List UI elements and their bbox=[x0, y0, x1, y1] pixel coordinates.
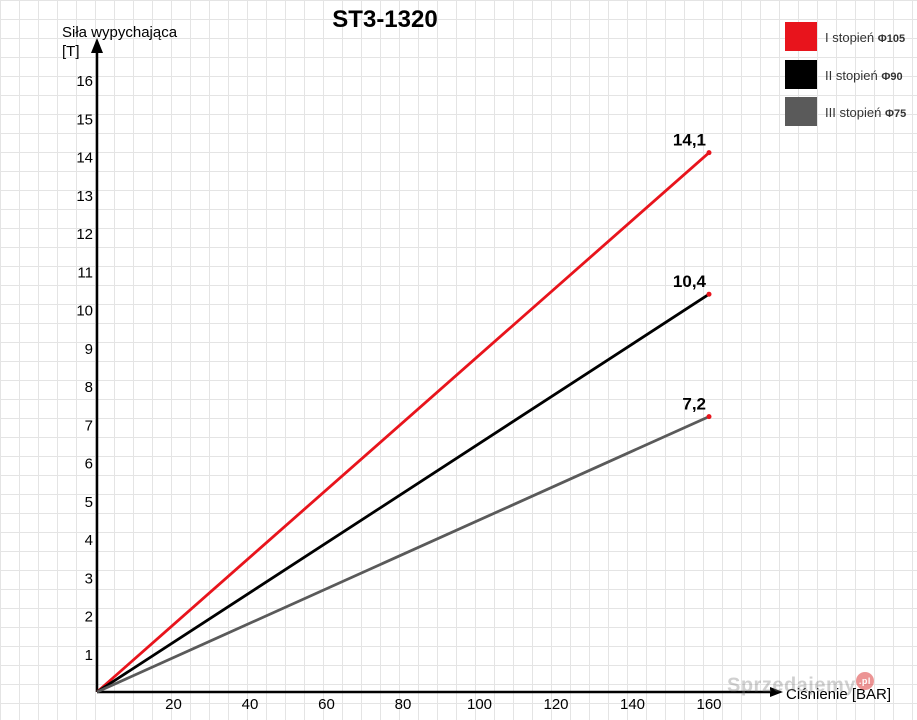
legend-name-3: III stopień bbox=[825, 105, 882, 120]
legend-item-3: III stopień Φ75 bbox=[785, 97, 917, 127]
x-tick-label: 140 bbox=[620, 696, 645, 713]
y-tick-label: 13 bbox=[76, 188, 93, 205]
x-axis-arrow bbox=[770, 687, 783, 697]
y-tick-label: 2 bbox=[85, 609, 93, 626]
y-axis-label-line1: Siła wypychająca bbox=[62, 24, 178, 41]
legend-item-1: I stopień Φ105 bbox=[785, 22, 917, 52]
y-tick-label: 6 bbox=[85, 456, 93, 473]
y-tick-label: 14 bbox=[76, 150, 93, 167]
x-tick-label: 60 bbox=[318, 696, 335, 713]
x-tick-label: 20 bbox=[165, 696, 182, 713]
series-line-3 bbox=[96, 415, 710, 694]
y-tick-label: 15 bbox=[76, 111, 93, 128]
series-endpoint-3 bbox=[706, 414, 712, 420]
x-tick-label: 120 bbox=[543, 696, 568, 713]
y-axis-label-line2: [T] bbox=[62, 43, 80, 60]
y-tick-label: 16 bbox=[76, 73, 93, 90]
watermark-badge: .pl bbox=[855, 672, 874, 690]
y-tick-label: 1 bbox=[85, 647, 93, 664]
legend-name-1: I stopień bbox=[825, 30, 875, 45]
series-lines bbox=[96, 150, 712, 694]
legend-label-3: III stopień Φ75 bbox=[825, 105, 906, 120]
y-tick-label: 7 bbox=[85, 417, 93, 434]
legend-label-2: II stopień Φ90 bbox=[825, 68, 903, 83]
series-endpoint-1 bbox=[706, 150, 712, 156]
x-tick-label: 160 bbox=[696, 696, 721, 713]
legend-diameter-2: Φ90 bbox=[881, 71, 903, 83]
x-tick-label: 100 bbox=[467, 696, 492, 713]
data-labels: 14,1 10,4 7,2 bbox=[673, 131, 707, 414]
series-line-2 bbox=[96, 293, 710, 694]
watermark: Sprzedajemy .pl bbox=[727, 672, 874, 698]
y-tick-label: 9 bbox=[85, 341, 93, 358]
legend-item-2: II stopień Φ90 bbox=[785, 60, 917, 90]
legend-swatch-3 bbox=[785, 97, 817, 126]
chart-title: ST3-1320 bbox=[332, 6, 438, 33]
data-label-3: 7,2 bbox=[682, 395, 706, 414]
y-tick-label: 10 bbox=[76, 303, 93, 320]
data-label-2: 10,4 bbox=[673, 272, 707, 291]
y-tick-label: 12 bbox=[76, 226, 93, 243]
x-tick-label: 40 bbox=[242, 696, 259, 713]
series-endpoint-2 bbox=[706, 291, 712, 297]
series-line-1 bbox=[96, 151, 710, 694]
y-tick-label: 3 bbox=[85, 570, 93, 587]
legend-diameter-3: Φ75 bbox=[885, 108, 907, 120]
axes bbox=[91, 38, 783, 697]
data-label-1: 14,1 bbox=[673, 131, 706, 150]
legend-swatch-2 bbox=[785, 60, 817, 89]
watermark-text: Sprzedajemy bbox=[727, 674, 856, 697]
legend-label-1: I stopień Φ105 bbox=[825, 30, 905, 45]
y-axis-arrow bbox=[91, 38, 103, 53]
x-axis-label: Ciśnienie [BAR] bbox=[786, 686, 892, 703]
y-tick-label: 4 bbox=[85, 532, 93, 549]
y-axis-label: Siła wypychająca [T] bbox=[62, 23, 177, 61]
y-tick-label: 11 bbox=[77, 264, 93, 281]
legend-name-2: II stopień bbox=[825, 68, 878, 83]
legend-diameter-1: Φ105 bbox=[877, 33, 906, 45]
legend-swatch-1 bbox=[785, 22, 817, 51]
y-tick-label: 8 bbox=[85, 379, 93, 396]
y-tick-label: 5 bbox=[85, 494, 93, 511]
x-tick-label: 80 bbox=[395, 696, 412, 713]
